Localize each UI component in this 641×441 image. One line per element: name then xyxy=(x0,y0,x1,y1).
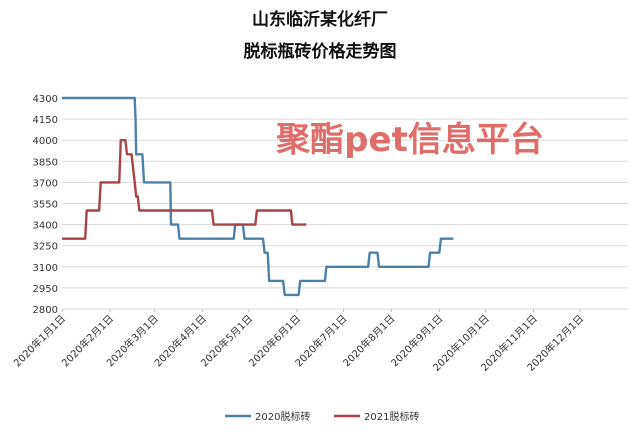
y-tick-label: 2800 xyxy=(33,305,58,316)
y-tick-label: 3250 xyxy=(33,242,58,253)
y-tick-label: 3850 xyxy=(33,157,58,168)
title-line-1: 山东临沂某化纤厂 xyxy=(252,9,388,30)
chart-title: 山东临沂某化纤厂 脱标瓶砖价格走势图 xyxy=(244,9,397,62)
y-tick-label: 4300 xyxy=(33,94,58,105)
y-axis: 2800 2950 3100 3250 3400 3550 3700 3850 4000 4150… xyxy=(33,94,58,316)
legend: 2020脱标砖 2021脱标砖 xyxy=(225,410,419,423)
y-tick-label: 3700 xyxy=(33,178,58,189)
y-tick-label: 2950 xyxy=(33,284,58,295)
y-tick-label: 3550 xyxy=(33,200,58,211)
title-line-2: 脱标瓶砖价格走势图 xyxy=(244,41,397,62)
watermark: 聚酯pet信息平台 xyxy=(275,120,544,160)
legend-label-0: 2020脱标砖 xyxy=(255,410,310,423)
x-axis: 2020年1月1日2020年2月1日2020年3月1日2020年4月1日2020… xyxy=(11,309,586,374)
y-tick-label: 4150 xyxy=(33,115,58,126)
y-tick-label: 3400 xyxy=(33,221,58,232)
legend-label-1: 2021脱标砖 xyxy=(364,410,419,423)
series-line-0 xyxy=(62,96,454,297)
y-tick-label: 4000 xyxy=(33,136,58,147)
series-lines xyxy=(62,96,454,297)
y-tick-label: 3100 xyxy=(33,263,58,274)
series-line-1 xyxy=(62,139,307,240)
